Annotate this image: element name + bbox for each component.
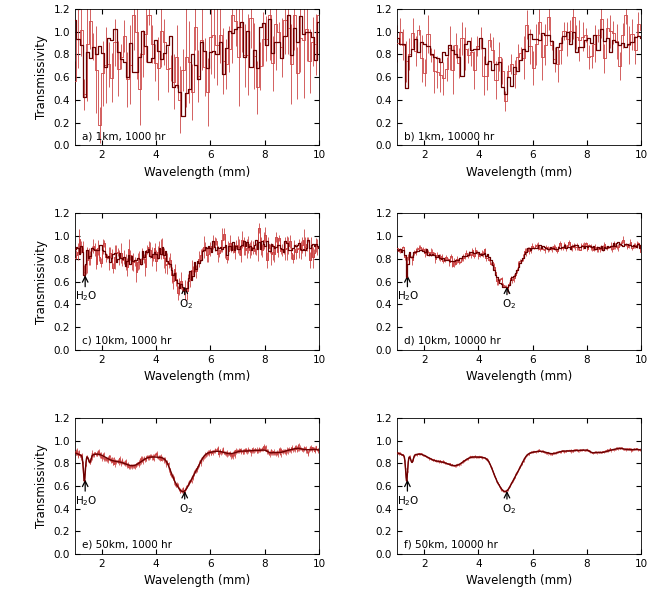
Y-axis label: Transmissivity: Transmissivity [35,35,48,119]
Text: O$_2$: O$_2$ [501,298,516,311]
X-axis label: Wavelength (mm): Wavelength (mm) [466,166,572,179]
X-axis label: Wavelength (mm): Wavelength (mm) [144,166,250,179]
Text: e) 50km, 1000 hr: e) 50km, 1000 hr [82,540,172,550]
Text: f) 50km, 10000 hr: f) 50km, 10000 hr [404,540,498,550]
Text: O$_2$: O$_2$ [179,502,193,516]
Text: a) 1km, 1000 hr: a) 1km, 1000 hr [82,131,166,141]
X-axis label: Wavelength (mm): Wavelength (mm) [466,370,572,383]
Text: O$_2$: O$_2$ [179,298,193,311]
Text: c) 10km, 1000 hr: c) 10km, 1000 hr [82,335,172,346]
Text: H$_2$O: H$_2$O [75,290,97,304]
X-axis label: Wavelength (mm): Wavelength (mm) [466,574,572,588]
Text: H$_2$O: H$_2$O [397,290,419,304]
Y-axis label: Transmissivity: Transmissivity [35,444,48,528]
Y-axis label: Transmissivity: Transmissivity [35,240,48,323]
Text: O$_2$: O$_2$ [501,502,516,516]
Text: b) 1km, 10000 hr: b) 1km, 10000 hr [404,131,495,141]
X-axis label: Wavelength (mm): Wavelength (mm) [144,370,250,383]
Text: d) 10km, 10000 hr: d) 10km, 10000 hr [404,335,501,346]
Text: H$_2$O: H$_2$O [397,494,419,508]
X-axis label: Wavelength (mm): Wavelength (mm) [144,574,250,588]
Text: H$_2$O: H$_2$O [75,494,97,508]
